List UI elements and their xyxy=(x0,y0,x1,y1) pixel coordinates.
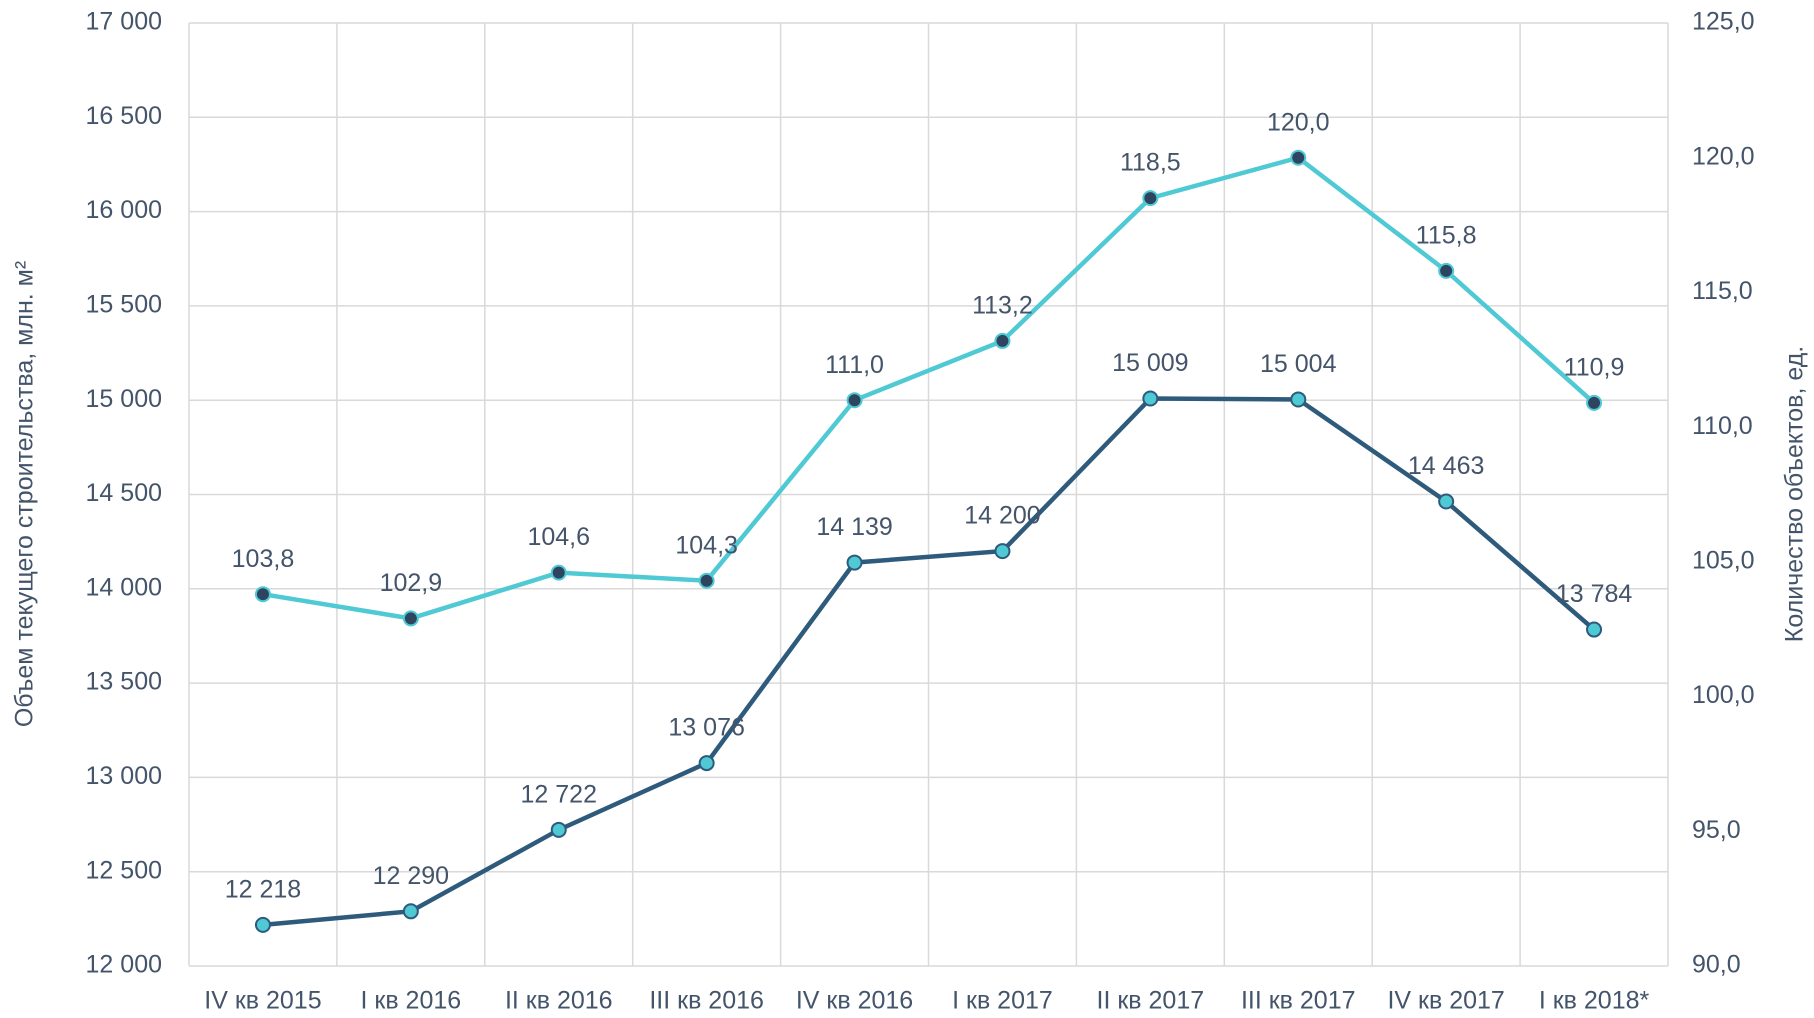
marker xyxy=(1438,262,1455,279)
y-tick-label: 16 500 xyxy=(86,102,162,130)
data-label: 12 290 xyxy=(373,862,449,890)
y-tick-label: 16 000 xyxy=(86,196,162,224)
y-tick-label: 13 000 xyxy=(86,762,162,790)
marker xyxy=(254,586,271,603)
line xyxy=(262,155,1596,621)
y2-tick-label: 125,0 xyxy=(1692,8,1755,36)
y2-tick-label: 100,0 xyxy=(1692,681,1755,709)
marker xyxy=(1438,493,1455,510)
marker xyxy=(1142,190,1159,207)
data-label: 12 218 xyxy=(225,875,301,903)
marker xyxy=(1142,390,1159,407)
data-label: 113,2 xyxy=(972,292,1033,320)
data-label: 14 463 xyxy=(1408,452,1484,480)
data-label: 12 722 xyxy=(521,780,597,808)
x-tick-label: I кв 2016 xyxy=(361,987,462,1015)
marker xyxy=(1290,149,1307,166)
marker xyxy=(994,543,1011,560)
x-tick-label: IV кв 2015 xyxy=(204,987,321,1015)
data-label: 14 200 xyxy=(964,502,1040,530)
data-label: 104,3 xyxy=(675,531,738,559)
data-label: 110,9 xyxy=(1564,354,1625,382)
data-label: 103,8 xyxy=(232,545,295,573)
marker xyxy=(402,610,419,627)
data-label: 13 076 xyxy=(668,714,744,742)
data-label: 15 004 xyxy=(1260,350,1337,378)
data-label: 13 784 xyxy=(1556,580,1633,608)
y-tick-label: 15 000 xyxy=(86,385,162,413)
x-tick-label: I кв 2017 xyxy=(952,987,1053,1015)
y2-tick-label: 110,0 xyxy=(1692,412,1753,440)
x-tick-label: III кв 2017 xyxy=(1241,987,1356,1015)
y-tick-label: 15 500 xyxy=(86,291,162,319)
y2-tick-label: 95,0 xyxy=(1692,816,1741,844)
line xyxy=(262,396,1596,928)
y-tick-label: 13 500 xyxy=(86,668,162,696)
y-tick-label: 14 000 xyxy=(86,573,162,601)
data-label: 115,8 xyxy=(1416,221,1477,249)
data-label: 111,0 xyxy=(825,351,884,379)
data-label: 118,5 xyxy=(1120,149,1181,177)
y2-tick-label: 105,0 xyxy=(1692,546,1755,574)
data-label: 15 009 xyxy=(1112,349,1188,377)
y-tick-label: 12 000 xyxy=(86,951,162,979)
y-tick-label: 17 000 xyxy=(86,8,162,36)
marker xyxy=(994,332,1011,349)
x-tick-label: II кв 2017 xyxy=(1097,987,1205,1015)
y-tick-label: 12 500 xyxy=(86,856,162,884)
marker xyxy=(402,903,419,920)
marker xyxy=(846,554,863,571)
data-label: 14 139 xyxy=(816,513,892,541)
marker xyxy=(550,821,567,838)
marker xyxy=(698,755,715,772)
x-tick-label: I кв 2018* xyxy=(1539,987,1650,1015)
marker xyxy=(698,572,715,589)
x-tick-label: IV кв 2016 xyxy=(796,987,913,1015)
x-tick-label: III кв 2016 xyxy=(649,987,764,1015)
data-label: 120,0 xyxy=(1267,108,1330,136)
y2-tick-label: 115,0 xyxy=(1692,277,1753,305)
marker xyxy=(846,392,863,409)
y2-tick-label: 120,0 xyxy=(1692,142,1755,170)
marker xyxy=(1586,621,1603,638)
x-tick-label: II кв 2016 xyxy=(505,987,613,1015)
marker xyxy=(1290,391,1307,408)
y-axis-title: Объем текущего строительства, млн. м² xyxy=(11,261,39,727)
y2-axis-title: Количество объектов, ед. xyxy=(1781,346,1809,642)
x-tick-label: IV кв 2017 xyxy=(1387,987,1504,1015)
y2-tick-label: 90,0 xyxy=(1692,951,1741,979)
marker xyxy=(550,564,567,581)
marker xyxy=(254,916,271,933)
data-label: 104,6 xyxy=(527,523,590,551)
y-tick-label: 14 500 xyxy=(86,479,162,507)
marker xyxy=(1586,394,1603,411)
data-label: 102,9 xyxy=(380,569,443,597)
